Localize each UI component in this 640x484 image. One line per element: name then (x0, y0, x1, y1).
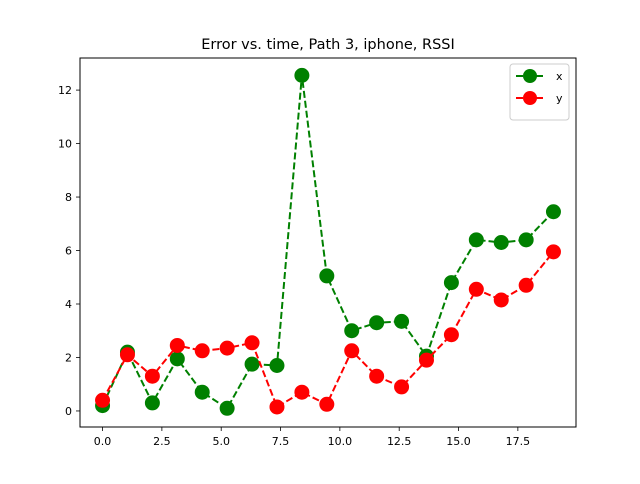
data-point-x (219, 400, 235, 416)
legend-marker-x (523, 69, 537, 83)
x-tick-label: 10.0 (328, 435, 353, 448)
data-point-y (394, 379, 410, 395)
x-tick-label: 2.5 (153, 435, 171, 448)
data-point-y (95, 392, 111, 408)
y-tick-label: 4 (65, 298, 72, 311)
y-tick-label: 12 (58, 84, 72, 97)
data-point-y (493, 292, 509, 308)
y-tick-label: 2 (65, 351, 72, 364)
data-point-y (468, 281, 484, 297)
x-tick-label: 12.5 (387, 435, 412, 448)
y-tick-label: 10 (58, 138, 72, 151)
data-point-y (418, 352, 434, 368)
plot-frame (79, 57, 577, 428)
data-point-x (244, 356, 260, 372)
data-point-x (294, 67, 310, 83)
legend-label-x: x (556, 70, 563, 83)
data-point-x (369, 315, 385, 331)
data-point-y (294, 384, 310, 400)
x-tick-label: 0.0 (94, 435, 112, 448)
x-tick-label: 7.5 (272, 435, 290, 448)
data-point-y (119, 347, 135, 363)
chart-title: Error vs. time, Path 3, iphone, RSSI (201, 37, 455, 53)
data-point-y (269, 399, 285, 415)
legend-label-y: y (556, 92, 563, 105)
data-point-y (319, 396, 335, 412)
data-point-y (244, 335, 260, 351)
data-point-y (344, 343, 360, 359)
data-point-x (545, 204, 561, 220)
data-point-x (194, 384, 210, 400)
data-point-y (443, 327, 459, 343)
x-axis: 0.0 2.5 5.0 7.5 10.0 12.5 15.0 17.5 (94, 427, 530, 448)
y-axis: 0 2 4 6 8 10 12 (58, 84, 80, 418)
data-point-y (144, 368, 160, 384)
data-point-y (169, 337, 185, 353)
data-point-x (319, 268, 335, 284)
x-tick-label: 17.5 (506, 435, 531, 448)
series-layer (95, 67, 561, 416)
y-tick-label: 0 (65, 405, 72, 418)
data-point-y (194, 343, 210, 359)
legend-marker-y (523, 91, 537, 105)
data-point-x (493, 235, 509, 250)
data-point-y (219, 340, 235, 356)
data-point-x (394, 313, 410, 329)
data-point-x (169, 351, 185, 367)
x-tick-label: 15.0 (446, 435, 471, 448)
data-point-x (344, 323, 360, 339)
data-point-x (144, 395, 160, 411)
data-point-x (269, 358, 285, 373)
x-tick-label: 5.0 (212, 435, 230, 448)
data-point-x (443, 275, 459, 291)
y-tick-label: 6 (65, 245, 72, 258)
data-point-y (518, 277, 534, 293)
y-tick-label: 8 (65, 191, 72, 204)
legend: xy (509, 63, 570, 121)
data-point-x (468, 232, 484, 248)
data-point-y (545, 244, 561, 260)
data-point-y (369, 368, 385, 384)
data-point-x (518, 232, 534, 248)
